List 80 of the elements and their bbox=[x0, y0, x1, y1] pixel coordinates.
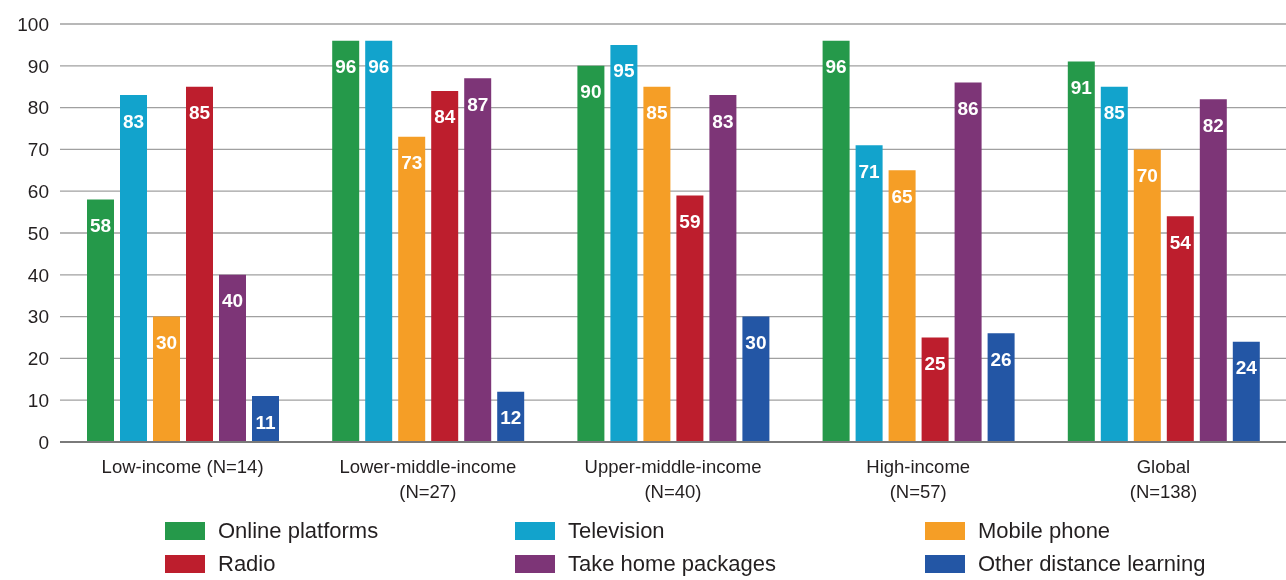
legend-label: Take home packages bbox=[568, 550, 776, 577]
bar bbox=[822, 40, 850, 442]
data-label: 96 bbox=[825, 56, 847, 78]
y-tick-label: 20 bbox=[27, 348, 49, 370]
data-label: 65 bbox=[891, 185, 914, 207]
y-tick-label: 0 bbox=[38, 431, 49, 453]
x-tick-label: High-income (N=57) bbox=[866, 456, 971, 502]
bar bbox=[1133, 149, 1161, 442]
data-label: 11 bbox=[255, 411, 276, 433]
data-label: 58 bbox=[89, 215, 112, 237]
data-label: 25 bbox=[924, 352, 947, 374]
bar bbox=[954, 82, 982, 442]
data-label: 87 bbox=[467, 93, 489, 115]
data-label: 40 bbox=[221, 290, 244, 312]
data-label: 91 bbox=[1070, 77, 1093, 99]
y-tick-label: 10 bbox=[27, 389, 49, 411]
x-tick-label: Low-income (N=14) bbox=[101, 456, 264, 478]
data-label: 59 bbox=[679, 210, 701, 232]
bar bbox=[1166, 216, 1194, 442]
bar bbox=[1232, 341, 1260, 442]
legend-label: Other distance learning bbox=[978, 550, 1206, 577]
data-label: 30 bbox=[745, 332, 767, 354]
bar bbox=[398, 136, 426, 442]
bar bbox=[1100, 86, 1128, 442]
data-label: 83 bbox=[122, 110, 145, 132]
legend-label: Television bbox=[568, 517, 665, 544]
data-label: 96 bbox=[335, 56, 357, 78]
bar bbox=[610, 44, 638, 442]
y-tick-label: 100 bbox=[17, 13, 49, 35]
bar bbox=[709, 95, 737, 442]
data-label: 71 bbox=[858, 160, 881, 182]
data-label: 85 bbox=[646, 102, 668, 124]
legend-label: Mobile phone bbox=[978, 517, 1111, 544]
bar bbox=[676, 195, 704, 442]
y-tick-label: 40 bbox=[27, 264, 49, 286]
bar bbox=[855, 145, 883, 442]
data-label: 30 bbox=[155, 332, 178, 354]
data-label: 82 bbox=[1202, 114, 1224, 136]
bar bbox=[332, 40, 360, 442]
bar bbox=[1067, 61, 1095, 442]
bar bbox=[1199, 99, 1227, 442]
data-label: 24 bbox=[1235, 357, 1258, 379]
x-tick-label: Lower-middle-income (N=27) bbox=[339, 456, 517, 502]
x-tick-label: Upper-middle-income (N=40) bbox=[584, 456, 762, 502]
legend-label: Online platforms bbox=[218, 517, 379, 544]
legend-label: Radio bbox=[218, 550, 276, 577]
y-tick-label: 30 bbox=[27, 306, 49, 328]
bar bbox=[742, 316, 770, 442]
bar bbox=[87, 199, 114, 442]
bar bbox=[921, 337, 949, 442]
data-label: 90 bbox=[580, 81, 602, 103]
data-label: 84 bbox=[434, 106, 456, 128]
bar bbox=[120, 95, 147, 442]
data-label: 96 bbox=[368, 56, 390, 78]
data-label: 12 bbox=[500, 407, 522, 429]
y-tick-label: 90 bbox=[27, 55, 49, 77]
y-tick-label: 80 bbox=[27, 97, 49, 119]
y-tick-label: 60 bbox=[27, 180, 49, 202]
bar bbox=[153, 316, 180, 442]
bar bbox=[577, 65, 605, 442]
data-label: 70 bbox=[1136, 164, 1158, 186]
data-label: 86 bbox=[957, 98, 979, 120]
data-label: 83 bbox=[712, 110, 734, 132]
data-label: 54 bbox=[1169, 231, 1192, 253]
bar bbox=[987, 333, 1015, 442]
bar bbox=[365, 40, 393, 442]
bar bbox=[464, 78, 492, 442]
x-tick-label: Global (N=138) bbox=[1129, 456, 1198, 502]
bar bbox=[643, 86, 671, 442]
data-label: 85 bbox=[1103, 102, 1126, 124]
data-label: 73 bbox=[401, 152, 423, 174]
y-tick-label: 50 bbox=[27, 222, 49, 244]
data-label: 26 bbox=[990, 348, 1012, 370]
bar bbox=[219, 274, 246, 442]
bar bbox=[186, 86, 213, 442]
y-tick-label: 70 bbox=[27, 139, 49, 161]
data-label: 85 bbox=[188, 102, 211, 124]
data-label: 95 bbox=[613, 60, 635, 82]
bar bbox=[431, 90, 459, 442]
bar bbox=[888, 170, 916, 442]
